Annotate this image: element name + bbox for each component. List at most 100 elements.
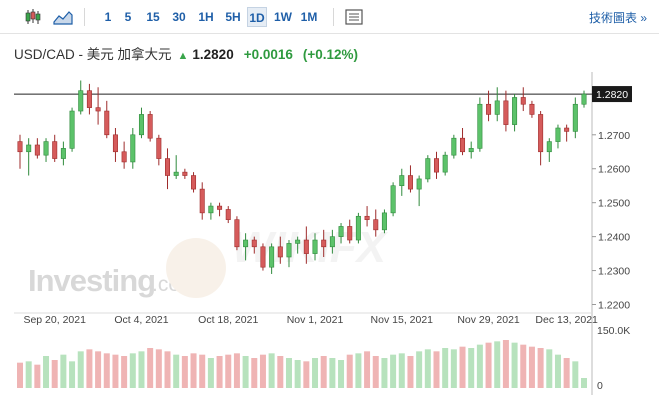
candle[interactable]	[442, 151, 448, 176]
interval-button-5[interactable]: 5	[124, 10, 132, 24]
candle[interactable]	[234, 216, 240, 251]
technical-chart-link[interactable]: 技術圖表 »	[588, 11, 647, 25]
candle[interactable]	[416, 175, 422, 207]
candle-body	[425, 158, 431, 180]
candle[interactable]	[338, 223, 344, 244]
candle[interactable]	[208, 202, 214, 220]
candle[interactable]	[191, 172, 197, 193]
candle[interactable]	[572, 97, 578, 139]
volume-bar	[537, 348, 544, 388]
candle-body	[538, 114, 544, 153]
candle[interactable]	[433, 151, 439, 179]
candle[interactable]	[312, 233, 318, 261]
candle[interactable]	[60, 141, 66, 166]
indicators-icon[interactable]	[343, 7, 365, 27]
candle[interactable]	[477, 97, 483, 152]
candle[interactable]	[69, 107, 75, 152]
interval-button-1h[interactable]: 1H	[198, 10, 214, 24]
candle[interactable]	[529, 100, 535, 118]
interval-button-1d[interactable]: 1D	[247, 7, 267, 27]
candle-body	[86, 90, 92, 108]
x-tick-label: Nov 1, 2021	[287, 314, 344, 326]
candle[interactable]	[217, 202, 223, 217]
toolbar-divider	[333, 8, 334, 26]
candle[interactable]	[121, 141, 127, 169]
interval-button-15[interactable]: 15	[146, 10, 160, 24]
candle-body	[269, 246, 275, 268]
volume-bar	[95, 351, 102, 388]
candle[interactable]	[104, 100, 110, 139]
candle[interactable]	[425, 155, 431, 183]
candle[interactable]	[243, 233, 249, 261]
candle[interactable]	[286, 240, 292, 268]
candle[interactable]	[199, 182, 205, 220]
candle-body	[312, 239, 318, 254]
volume-bar	[546, 349, 553, 388]
candle[interactable]	[165, 148, 171, 190]
candle[interactable]	[460, 128, 466, 156]
candle[interactable]	[295, 236, 301, 254]
candle-body	[468, 148, 474, 153]
candle[interactable]	[138, 107, 144, 139]
interval-button-5h[interactable]: 5H	[225, 10, 241, 24]
candle[interactable]	[494, 87, 500, 122]
interval-button-1w[interactable]: 1W	[274, 10, 292, 24]
candle[interactable]	[112, 128, 118, 162]
candle-body	[69, 110, 75, 149]
candle[interactable]	[147, 111, 153, 142]
candle[interactable]	[347, 219, 353, 244]
candle-body	[34, 144, 40, 156]
candle[interactable]	[399, 168, 405, 196]
candle[interactable]	[173, 155, 179, 179]
candle[interactable]	[520, 87, 526, 112]
volume-bar	[294, 360, 301, 388]
candle[interactable]	[95, 87, 101, 125]
candle[interactable]	[486, 90, 492, 122]
volume-bar	[312, 358, 319, 388]
candle-body	[243, 239, 249, 248]
candle[interactable]	[260, 243, 266, 271]
candle[interactable]	[225, 206, 231, 224]
candle[interactable]	[503, 90, 509, 132]
candle[interactable]	[251, 236, 257, 254]
candle[interactable]	[546, 138, 552, 162]
candle[interactable]	[451, 134, 457, 159]
candle[interactable]	[269, 243, 275, 274]
area-chart-icon[interactable]	[52, 7, 74, 27]
candle[interactable]	[468, 141, 474, 159]
candle[interactable]	[364, 206, 370, 227]
candle[interactable]	[182, 168, 188, 179]
candle[interactable]	[390, 182, 396, 217]
candle[interactable]	[303, 226, 309, 264]
candle[interactable]	[512, 94, 518, 132]
candle[interactable]	[538, 111, 544, 166]
interval-button-1m[interactable]: 1M	[300, 10, 318, 24]
candle[interactable]	[329, 229, 335, 254]
candle[interactable]	[355, 212, 361, 244]
interval-button-30[interactable]: 30	[172, 10, 186, 24]
candle[interactable]	[381, 209, 387, 234]
candle[interactable]	[17, 134, 23, 169]
candle[interactable]	[43, 138, 49, 162]
candle[interactable]	[34, 138, 40, 159]
volume-bar	[355, 353, 362, 388]
candle[interactable]	[130, 128, 136, 169]
candle[interactable]	[581, 90, 587, 108]
candle[interactable]	[277, 236, 283, 264]
candle[interactable]	[321, 229, 327, 257]
interval-button-1[interactable]: 1	[104, 10, 112, 24]
candle[interactable]	[86, 83, 92, 115]
candle[interactable]	[52, 134, 58, 162]
candle[interactable]	[373, 209, 379, 237]
candle[interactable]	[78, 80, 84, 115]
candle[interactable]	[26, 138, 32, 176]
candle[interactable]	[156, 134, 162, 166]
candle[interactable]	[407, 165, 413, 193]
candle-body	[338, 226, 344, 237]
chart-toolbar: 1 5 15 30 1H 5H 1D 1W 1M 技術圖表 »	[0, 0, 659, 34]
candle[interactable]	[555, 124, 561, 149]
candle[interactable]	[564, 124, 570, 142]
volume-bar	[450, 349, 457, 388]
candlestick-chart-icon[interactable]	[22, 7, 44, 27]
